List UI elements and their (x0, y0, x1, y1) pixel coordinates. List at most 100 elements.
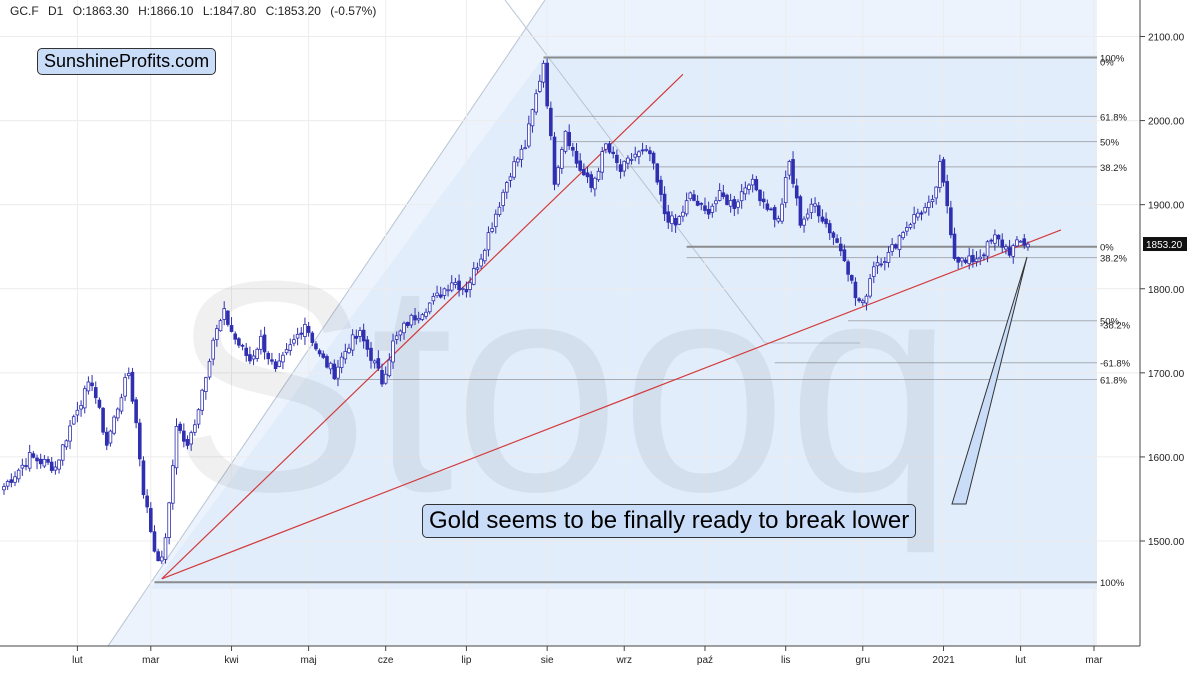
candle-body (886, 252, 891, 263)
candle-body (901, 232, 905, 239)
candle-body (868, 278, 872, 297)
candle-body (864, 295, 869, 304)
trendlines (161, 73, 1062, 580)
candle-body (310, 332, 315, 343)
candle-body (516, 158, 520, 163)
candle-body (662, 193, 667, 215)
interval-label: D1 (48, 4, 64, 18)
candle-body (842, 249, 847, 262)
candle-body (615, 154, 619, 164)
candle-body (391, 340, 395, 363)
last-price-label: 1853.20 (1146, 240, 1183, 251)
candle-body (780, 203, 784, 222)
candle-body (706, 208, 711, 215)
candle-body (596, 170, 601, 181)
candle-body (2, 486, 6, 491)
fib-label: 38.2% (1100, 254, 1127, 265)
candle-body (365, 339, 370, 350)
time-axis: lut mar kwi maj cze lip sie wrz paź lis gru 2021 lut… (0, 645, 1140, 666)
candle-body (905, 227, 909, 232)
candle-body (1004, 246, 1008, 250)
candle-body (314, 343, 318, 350)
candle-body (405, 322, 410, 326)
fib-label: 0% (1100, 243, 1114, 254)
candle-body (317, 350, 322, 355)
candle-body (284, 349, 289, 354)
candle-body (86, 381, 91, 392)
candle-body (728, 200, 733, 207)
candle-body (894, 244, 898, 249)
candle-body (607, 143, 612, 153)
candle-body (732, 199, 737, 209)
candle-body (508, 176, 513, 181)
candle-body (791, 159, 795, 184)
candle-body (497, 206, 502, 216)
candle-body (482, 250, 487, 262)
high-value: H:1866.10 (138, 4, 194, 18)
callout-pointer-shape (951, 256, 1028, 505)
candle-body (989, 239, 994, 242)
candle-body (813, 203, 817, 207)
price-tick-label: 1900.00 (1148, 201, 1185, 212)
candle-body (883, 261, 887, 264)
candle-body (805, 213, 810, 219)
candle-body (897, 235, 902, 251)
candle-body (438, 294, 443, 298)
close-value: C:1853.20 (265, 4, 321, 18)
candle-body (684, 200, 689, 215)
candle-body (916, 212, 920, 218)
candle-body (1000, 239, 1005, 248)
candle-body (563, 130, 568, 152)
candle-body (541, 62, 546, 83)
symbol-label: GC.F (10, 4, 39, 18)
candle-body (189, 432, 193, 445)
candle-body (277, 360, 282, 367)
candle-body (1026, 243, 1030, 248)
candle-body (853, 281, 858, 299)
candle-body (108, 430, 113, 444)
candle-body (919, 212, 924, 215)
candle-body (1011, 245, 1016, 257)
candle-body (237, 338, 241, 346)
candle-body (493, 213, 498, 228)
price-tick-label: 2000.00 (1148, 117, 1185, 128)
candle-body (725, 194, 729, 205)
candle-body (134, 399, 138, 424)
fib-label: 100% (1100, 578, 1125, 589)
candle-body (104, 431, 109, 446)
candle-body (420, 314, 425, 320)
last-price-badge (1143, 237, 1187, 252)
candle-body (501, 191, 505, 206)
candle-body (416, 317, 421, 321)
candle-body (967, 255, 972, 265)
time-tick-label: lut (1015, 655, 1026, 666)
candle-body (633, 153, 638, 158)
candle-body (42, 458, 47, 467)
candle-body (442, 288, 447, 296)
candle-body (692, 194, 696, 201)
price-tick-label: 2100.00 (1148, 33, 1185, 44)
candle-body (527, 123, 531, 147)
candle-body (152, 531, 157, 552)
candle-body (79, 405, 83, 410)
candle-body (178, 423, 182, 431)
candle-body (772, 207, 777, 220)
candle-body (336, 366, 340, 379)
candle-body (5, 481, 10, 487)
change-value: (-0.57%) (330, 4, 377, 18)
time-tick-label: sie (541, 655, 554, 666)
candle-body (137, 422, 142, 460)
candle-body (321, 353, 326, 358)
candle-body (13, 476, 17, 483)
candle-body (809, 203, 814, 214)
candle-body (622, 160, 627, 172)
candle-body (945, 181, 949, 207)
candle-body (769, 208, 773, 211)
candle-body (655, 163, 660, 183)
candle-body (281, 354, 285, 363)
candlesticks (2, 58, 1030, 565)
candle-body (927, 201, 931, 208)
candle-body (303, 324, 307, 337)
time-tick-label: lut (72, 655, 83, 666)
candle-body (545, 62, 549, 107)
